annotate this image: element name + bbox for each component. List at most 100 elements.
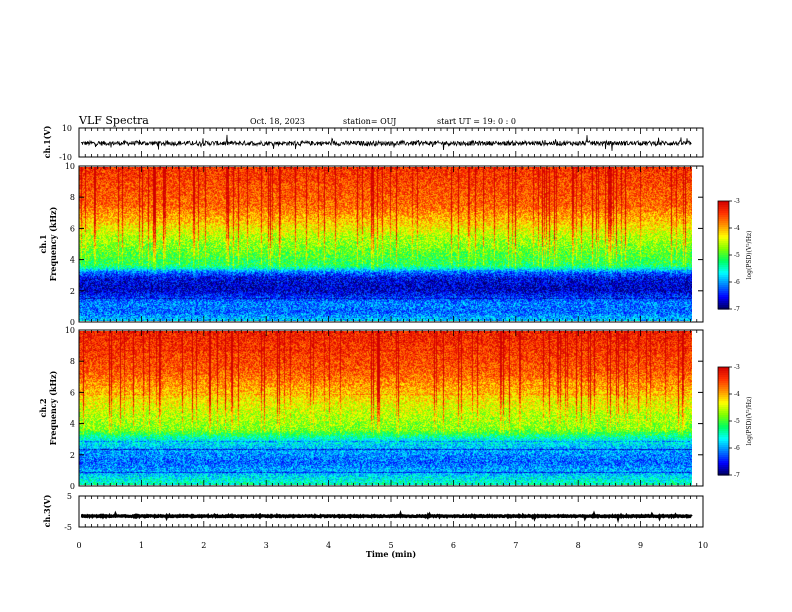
ch1-spectrogram-ytick-label-2: 4 — [70, 256, 75, 265]
ch2-colorbar-cell-49 — [718, 465, 729, 468]
ch2-colorbar-cell-29 — [718, 425, 729, 428]
ch2-colorbar-cell-11 — [718, 389, 729, 392]
time-tick-label-5: 5 — [388, 541, 393, 550]
start-time-label: start UT = 19: 0 : 0 — [437, 117, 516, 126]
ch2-colorbar-cell-39 — [718, 445, 729, 448]
ch1-colorbar-cell-41 — [718, 283, 729, 286]
ch1-colorbar-cell-32 — [718, 265, 729, 268]
ch1-colorbar-cell-53 — [718, 307, 729, 310]
ch1-ytick-top: 10 — [62, 124, 72, 133]
ch2-spectrogram-ytick-label-2: 4 — [70, 420, 75, 429]
ch1-spectrogram-ytick-label-0: 0 — [70, 318, 75, 327]
ch2-colorbar-cell-45 — [718, 457, 729, 460]
ch1-colorbar-tick-label-4: -7 — [734, 306, 740, 313]
ch2-colorbar-cell-22 — [718, 411, 729, 414]
ch2-colorbar-tick-label-3: -6 — [734, 445, 740, 452]
ch2-colorbar-cell-3 — [718, 373, 729, 376]
ch2-colorbar-cell-25 — [718, 417, 729, 420]
ch1-spectrogram-ylabel-frequency: Frequency (kHz) — [48, 206, 58, 281]
ch1-colorbar-cell-2 — [718, 205, 729, 208]
ch1-colorbar-cell-16 — [718, 233, 729, 236]
ch1-colorbar-cell-40 — [718, 281, 729, 284]
ch1-colorbar-cell-26 — [718, 253, 729, 256]
ch2-colorbar-cell-15 — [718, 397, 729, 400]
ch1-colorbar-cell-10 — [718, 221, 729, 224]
ch2-colorbar-cell-6 — [718, 379, 729, 382]
ch2-colorbar-cell-4 — [718, 375, 729, 378]
ch1-colorbar-cell-15 — [718, 231, 729, 234]
ch1-colorbar-cell-14 — [718, 229, 729, 232]
ch2-colorbar-label: log(PSD)(V²/Hz) — [746, 397, 753, 446]
ch2-spectrogram-ylabel-channel: ch.2 — [38, 398, 48, 417]
date-label: Oct. 18, 2023 — [250, 117, 305, 126]
ch2-colorbar-cell-9 — [718, 385, 729, 388]
ch1-colorbar-cell-1 — [718, 203, 729, 206]
ch3-waveform-ylabel: ch.3(V) — [42, 494, 52, 527]
ch1-colorbar-cell-48 — [718, 297, 729, 300]
ch2-colorbar-cell-30 — [718, 427, 729, 430]
ch1-colorbar-cell-30 — [718, 261, 729, 264]
ch2-colorbar-tick-label-4: -7 — [734, 472, 740, 479]
time-tick-label-8: 8 — [576, 541, 581, 550]
ch1-colorbar-cell-45 — [718, 291, 729, 294]
ch1-colorbar-cell-21 — [718, 243, 729, 246]
ch2-colorbar-cell-41 — [718, 449, 729, 452]
ch1-colorbar-cell-18 — [718, 237, 729, 240]
ch2-colorbar-tick-label-2: -5 — [734, 418, 740, 425]
ch1-colorbar-cell-33 — [718, 267, 729, 270]
figure-title: VLF Spectra — [78, 114, 149, 127]
ch2-colorbar-cell-7 — [718, 381, 729, 384]
ch2-colorbar-cell-38 — [718, 443, 729, 446]
ch2-colorbar-cell-44 — [718, 455, 729, 458]
ch1-colorbar-cell-38 — [718, 277, 729, 280]
ch2-colorbar-cell-18 — [718, 403, 729, 406]
ch2-colorbar-cell-50 — [718, 467, 729, 470]
ch2-colorbar-cell-43 — [718, 453, 729, 456]
ch3-ytick-top: 5 — [67, 492, 72, 501]
ch1-colorbar: -3 -4 -5 -6 -7 log(PSD)(V²/Hz) — [717, 198, 753, 313]
time-ticks — [78, 128, 704, 527]
ch2-spectrogram-panel: 0 2 4 6 8 10 ch.2 Frequency (kHz) — [38, 326, 704, 491]
ch2-colorbar-cell-53 — [718, 473, 729, 476]
ch2-colorbar-cell-16 — [718, 399, 729, 402]
ch2-colorbar-cell-48 — [718, 463, 729, 466]
ch2-colorbar-cell-35 — [718, 437, 729, 440]
time-tick-label-1: 1 — [139, 541, 144, 550]
ch2-colorbar-cell-17 — [718, 401, 729, 404]
ch1-colorbar-cell-44 — [718, 289, 729, 292]
ch2-colorbar-cell-24 — [718, 415, 729, 418]
ch2-colorbar-cell-51 — [718, 469, 729, 472]
ch2-colorbar: -3 -4 -5 -6 -7 log(PSD)(V²/Hz) — [717, 364, 753, 479]
ch2-colorbar-cell-32 — [718, 431, 729, 434]
ch1-spectrogram-ytick-label-1: 2 — [70, 287, 75, 296]
ch2-spectrogram-ytick-label-0: 0 — [70, 482, 75, 491]
ch2-spectrogram-ytick-label-1: 2 — [70, 451, 75, 460]
ch2-colorbar-cell-42 — [718, 451, 729, 454]
ch2-spectrogram-image — [79, 331, 692, 485]
ch2-colorbar-cell-10 — [718, 387, 729, 390]
time-tick-labels: 0 1 2 3 4 5 6 7 8 9 10 — [76, 541, 708, 550]
ch3-ytick-bottom: -5 — [64, 523, 72, 532]
ch1-colorbar-cell-51 — [718, 303, 729, 306]
ch1-waveform-trace — [80, 134, 692, 151]
ch1-colorbar-cell-42 — [718, 285, 729, 288]
ch2-colorbar-cell-12 — [718, 391, 729, 394]
ch1-colorbar-cell-11 — [718, 223, 729, 226]
ch2-colorbar-cell-19 — [718, 405, 729, 408]
ch1-colorbar-cell-22 — [718, 245, 729, 248]
ch1-colorbar-cell-25 — [718, 251, 729, 254]
ch2-colorbar-cell-36 — [718, 439, 729, 442]
ch1-colorbar-cell-36 — [718, 273, 729, 276]
ch1-colorbar-tick-label-1: -4 — [734, 225, 740, 232]
ch2-colorbar-cell-23 — [718, 413, 729, 416]
ch1-spectrogram-ylabel-channel: ch.1 — [38, 234, 48, 253]
time-tick-label-4: 4 — [326, 541, 331, 550]
ch2-colorbar-cell-13 — [718, 393, 729, 396]
ch2-colorbar-tick-label-0: -3 — [734, 364, 740, 371]
ch1-spectrogram-image — [79, 167, 692, 321]
ch1-colorbar-cell-50 — [718, 301, 729, 304]
time-tick-label-6: 6 — [451, 541, 456, 550]
ch1-colorbar-cell-20 — [718, 241, 729, 244]
ch2-colorbar-cell-5 — [718, 377, 729, 380]
ch1-colorbar-cell-52 — [718, 305, 729, 308]
